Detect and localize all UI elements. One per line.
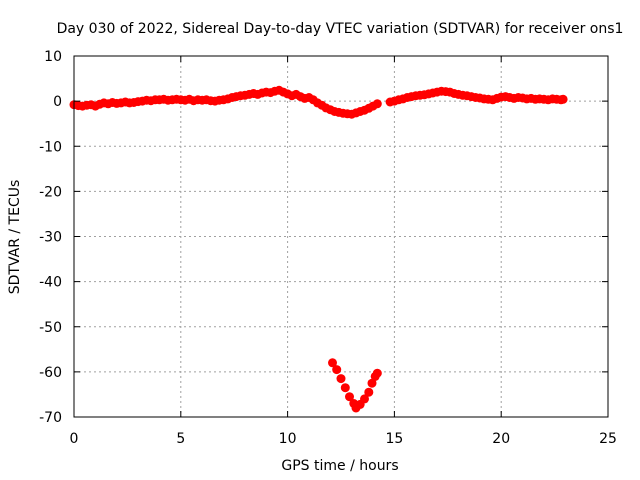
axis-ticks — [73, 55, 609, 418]
data-point — [367, 378, 377, 388]
data-point — [345, 392, 354, 402]
x-tick-label: 5 — [176, 431, 185, 447]
x-tick-label: 0 — [70, 431, 79, 447]
y-tick-label: 10 — [44, 49, 62, 65]
y-tick-label: -10 — [39, 139, 62, 155]
data-point — [336, 374, 346, 384]
data-points — [69, 85, 568, 413]
y-tick-labels: 10 0 -10 -20 -30 -40 -50 -60 -70 — [39, 49, 62, 426]
y-tick-label: -60 — [39, 365, 62, 381]
x-axis-label: GPS time / hours — [281, 458, 398, 474]
x-tick-labels: 0 5 10 15 20 25 — [70, 431, 617, 447]
data-point — [558, 94, 568, 104]
x-tick-label: 25 — [599, 431, 617, 447]
x-tick-label: 10 — [279, 431, 297, 447]
data-point — [332, 365, 342, 375]
y-tick-label: -40 — [39, 275, 62, 291]
data-point — [364, 387, 374, 397]
data-point — [372, 368, 382, 378]
y-tick-label: -70 — [39, 410, 62, 426]
y-tick-label: -50 — [39, 320, 62, 336]
data-point — [360, 394, 369, 404]
y-tick-label: -20 — [39, 184, 62, 200]
y-tick-label: 0 — [53, 94, 62, 110]
data-point — [328, 358, 337, 368]
y-tick-label: -30 — [39, 230, 62, 246]
chart-title: Day 030 of 2022, Sidereal Day-to-day VTE… — [57, 21, 624, 37]
data-point — [372, 99, 382, 109]
y-axis-label: SDTVAR / TECUs — [7, 180, 23, 295]
data-point — [340, 383, 350, 393]
x-tick-label: 20 — [492, 431, 510, 447]
x-tick-label: 15 — [385, 431, 403, 447]
